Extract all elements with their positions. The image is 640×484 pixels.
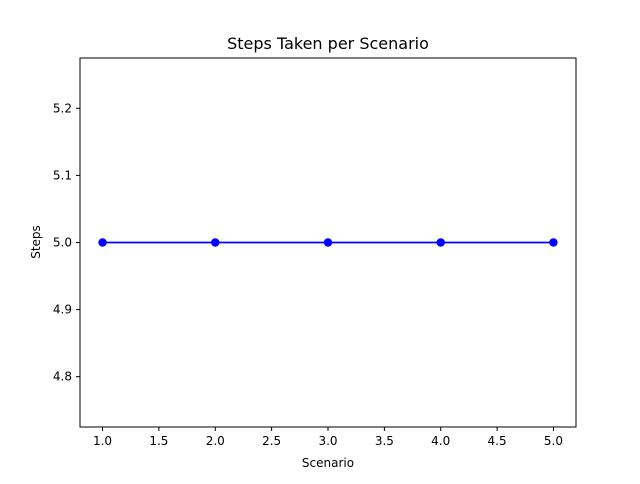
y-tick-label: 5.1 — [53, 168, 72, 182]
y-tick-label: 5.0 — [53, 236, 72, 250]
x-tick-label: 2.5 — [262, 434, 281, 448]
x-tick-label: 3.5 — [375, 434, 394, 448]
y-tick-label: 4.8 — [53, 370, 72, 384]
chart-title: Steps Taken per Scenario — [227, 34, 429, 53]
data-point — [98, 238, 107, 247]
data-point — [436, 238, 445, 247]
data-point — [323, 238, 333, 247]
x-tick-label: 2.0 — [206, 434, 225, 448]
x-tick-label: 1.5 — [149, 434, 168, 448]
x-tick-label: 4.5 — [488, 434, 507, 448]
y-tick-label: 5.2 — [53, 101, 72, 115]
y-axis-label: Steps — [29, 225, 43, 259]
y-tick-label: 4.9 — [53, 303, 72, 317]
x-tick-label: 3.0 — [318, 434, 337, 448]
x-tick-label: 1.0 — [93, 434, 112, 448]
data-point — [549, 238, 558, 247]
data-point — [211, 238, 220, 247]
x-tick-label: 5.0 — [544, 434, 563, 448]
plot-area: 1.0 1.5 2.0 2.5 3.0 3.5 4.0 4.5 5.0 4.8 4.9 5.0 5.1 5… — [53, 57, 577, 448]
x-tick-label: 4.0 — [431, 434, 450, 448]
x-axis-label: Scenario — [302, 456, 354, 470]
